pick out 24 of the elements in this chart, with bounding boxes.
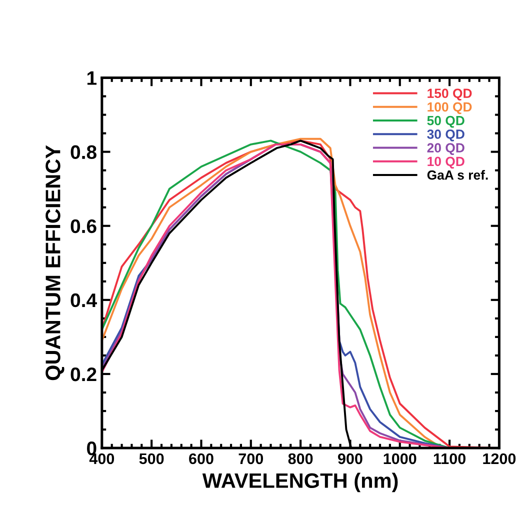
x-tick-label: 500: [139, 453, 164, 464]
y-tick-label: 1: [87, 71, 97, 85]
y-tick-label: 0.2: [70, 367, 96, 382]
x-tick-label: 1000: [384, 453, 416, 464]
x-tick-label: 1200: [483, 453, 516, 464]
x-tick-label: 800: [288, 453, 313, 464]
x-tick-label: 1100: [434, 453, 466, 464]
x-tick-label: 900: [338, 453, 362, 464]
legend-label: 50 QD: [427, 116, 464, 128]
x-tick-label: 700: [238, 453, 264, 464]
legend-label: 20 QD: [427, 143, 464, 155]
x-tick-label: 400: [89, 453, 114, 464]
legend-label: 10 QD: [428, 156, 464, 169]
y-tick-label: 0.8: [70, 145, 96, 160]
y-tick-label: 0: [87, 442, 96, 456]
y-axis-title: QUANTUM EFFICIENCY: [46, 145, 64, 380]
y-tick-label: 0.6: [70, 219, 96, 234]
y-tick-label: 0.4: [70, 293, 97, 308]
legend-label: GaA s ref.: [427, 170, 488, 180]
legend-label: 150 QD: [428, 88, 472, 100]
legend-label: 30 QD: [427, 130, 464, 142]
x-tick-label: 600: [189, 453, 214, 464]
legend-label: 100 QD: [428, 102, 472, 114]
x-axis-title: WAVELENGTH (nm): [202, 472, 398, 492]
